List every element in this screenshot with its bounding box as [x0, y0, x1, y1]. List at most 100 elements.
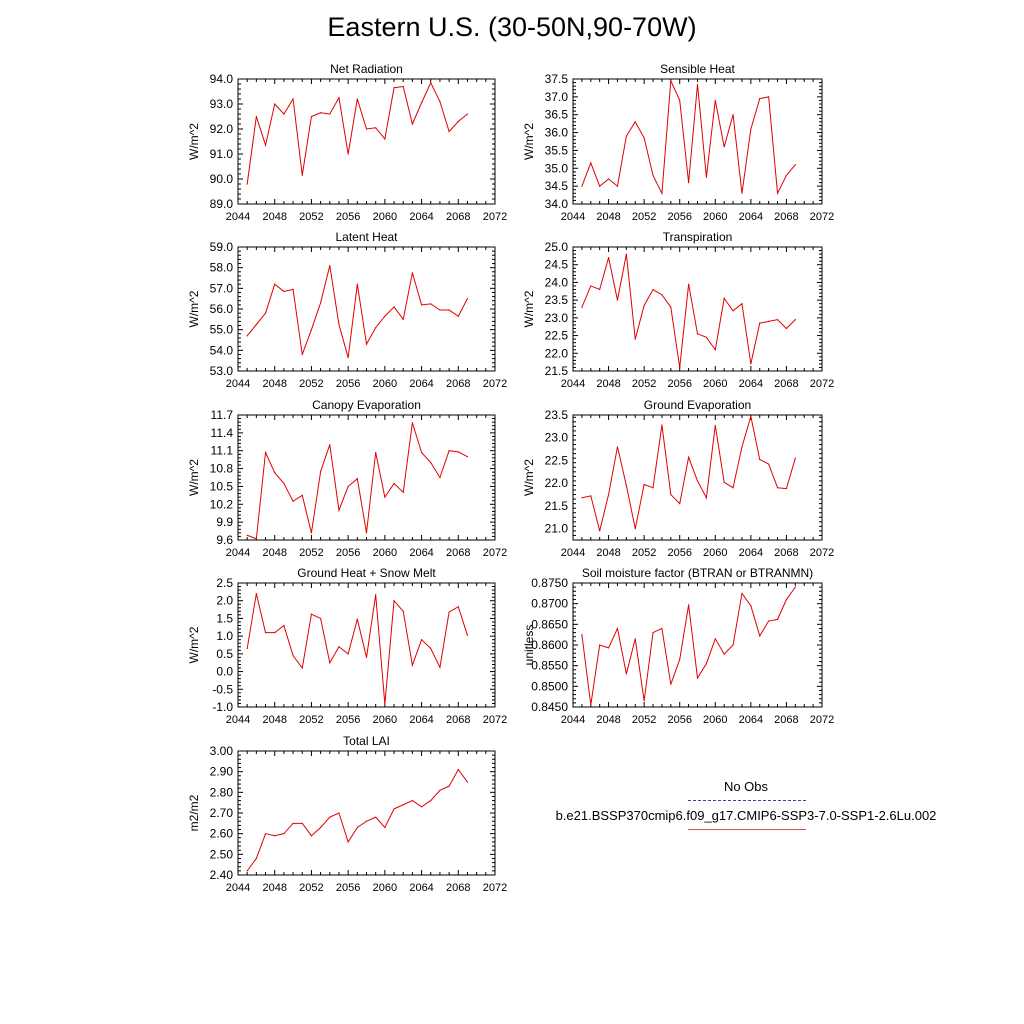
x-tick-label: 2052 — [299, 211, 323, 223]
y-tick-label: 11.4 — [211, 426, 234, 440]
data-point — [652, 174, 654, 177]
x-tick-label: 2056 — [336, 714, 360, 726]
panel-title: Latent Heat — [335, 230, 398, 244]
y-tick-label: 2.40 — [210, 868, 234, 882]
data-point — [696, 480, 699, 482]
data-point — [616, 185, 619, 187]
y-tick-label: 2.70 — [210, 806, 234, 820]
data-point — [643, 137, 645, 139]
data-point — [283, 833, 285, 835]
data-point — [616, 627, 619, 630]
x-tick-label: 2060 — [373, 547, 397, 559]
y-tick-label: 58.0 — [210, 261, 234, 275]
x-tick-label: 2064 — [739, 714, 763, 726]
y-tick-label: 11.7 — [211, 408, 234, 422]
panel-title: Soil moisture factor (BTRAN or BTRANMN) — [582, 566, 813, 580]
series-line — [246, 593, 468, 705]
data-point — [347, 841, 349, 843]
y-tick-label: 11.1 — [211, 444, 234, 458]
data-point — [365, 343, 368, 345]
data-point — [329, 444, 331, 446]
data-point — [356, 618, 358, 620]
y-tick-label: 0.8750 — [531, 576, 568, 590]
legend-obs-line — [688, 800, 806, 801]
y-tick-label: 21.5 — [545, 499, 569, 513]
data-point — [255, 115, 257, 118]
data-point — [466, 634, 469, 637]
y-tick-label: 35.0 — [545, 161, 569, 175]
data-point — [759, 322, 761, 324]
x-tick-label: 2048 — [262, 714, 286, 726]
data-point — [402, 610, 404, 612]
x-tick-label: 2052 — [299, 547, 323, 559]
x-tick-label: 2044 — [226, 547, 250, 559]
data-point — [347, 485, 349, 488]
legend-case-line — [688, 829, 806, 830]
data-point — [448, 130, 450, 133]
data-point — [384, 315, 386, 317]
y-tick-label: 34.5 — [545, 179, 569, 193]
data-point — [320, 826, 322, 829]
data-point — [439, 309, 441, 311]
data-point — [776, 618, 779, 620]
data-point — [310, 613, 313, 615]
x-tick-label: 2072 — [483, 882, 507, 894]
data-point — [750, 415, 752, 417]
y-tick-label: 1.0 — [216, 629, 233, 643]
data-point — [375, 327, 377, 329]
data-point — [768, 620, 770, 622]
data-point — [776, 319, 779, 321]
y-tick-label: 57.0 — [210, 281, 234, 295]
data-point — [581, 185, 583, 187]
x-tick-label: 2060 — [373, 378, 397, 390]
y-tick-label: 22.0 — [545, 476, 569, 490]
y-tick-label: 92.0 — [210, 122, 234, 136]
x-tick-label: 2072 — [810, 714, 834, 726]
y-tick-label: 0.8700 — [531, 597, 568, 611]
x-tick-label: 2060 — [703, 714, 727, 726]
plot-frame — [237, 78, 496, 205]
y-tick-label: -0.5 — [212, 682, 233, 696]
x-tick-label: 2072 — [483, 714, 507, 726]
data-point — [768, 96, 770, 98]
y-tick-label: 10.8 — [210, 462, 234, 476]
data-point — [581, 306, 583, 308]
data-point — [599, 288, 601, 291]
plot-frame — [237, 414, 496, 541]
data-point — [365, 820, 368, 822]
data-point — [255, 857, 257, 860]
y-tick-label: 24.0 — [545, 275, 569, 289]
y-tick-label: 21.0 — [545, 522, 569, 536]
data-point — [696, 83, 699, 85]
data-point — [411, 800, 413, 802]
data-point — [384, 703, 386, 705]
panel-title: Ground Evaporation — [644, 398, 751, 412]
y-tick-label: 23.0 — [545, 311, 569, 325]
data-point — [310, 835, 313, 837]
y-axis-label: W/m^2 — [522, 459, 536, 496]
x-tick-label: 2048 — [596, 211, 620, 223]
data-point — [634, 638, 636, 640]
data-point — [679, 658, 681, 661]
data-point — [607, 257, 610, 259]
data-point — [581, 497, 583, 499]
x-tick-label: 2048 — [262, 882, 286, 894]
x-tick-label: 2048 — [596, 547, 620, 559]
data-point — [420, 304, 423, 306]
data-point — [652, 288, 654, 291]
data-point — [679, 366, 681, 369]
x-tick-label: 2048 — [262, 378, 286, 390]
data-point — [634, 528, 636, 530]
x-tick-label: 2056 — [336, 378, 360, 390]
data-point — [329, 113, 331, 115]
data-point — [705, 336, 707, 338]
data-point — [776, 487, 779, 489]
data-point — [329, 816, 331, 818]
data-point — [448, 785, 450, 787]
x-tick-label: 2064 — [739, 378, 763, 390]
y-tick-label: 22.0 — [545, 346, 569, 360]
data-point — [723, 146, 725, 148]
data-point — [785, 174, 788, 177]
y-tick-label: 2.60 — [210, 827, 234, 841]
data-point — [292, 655, 294, 657]
